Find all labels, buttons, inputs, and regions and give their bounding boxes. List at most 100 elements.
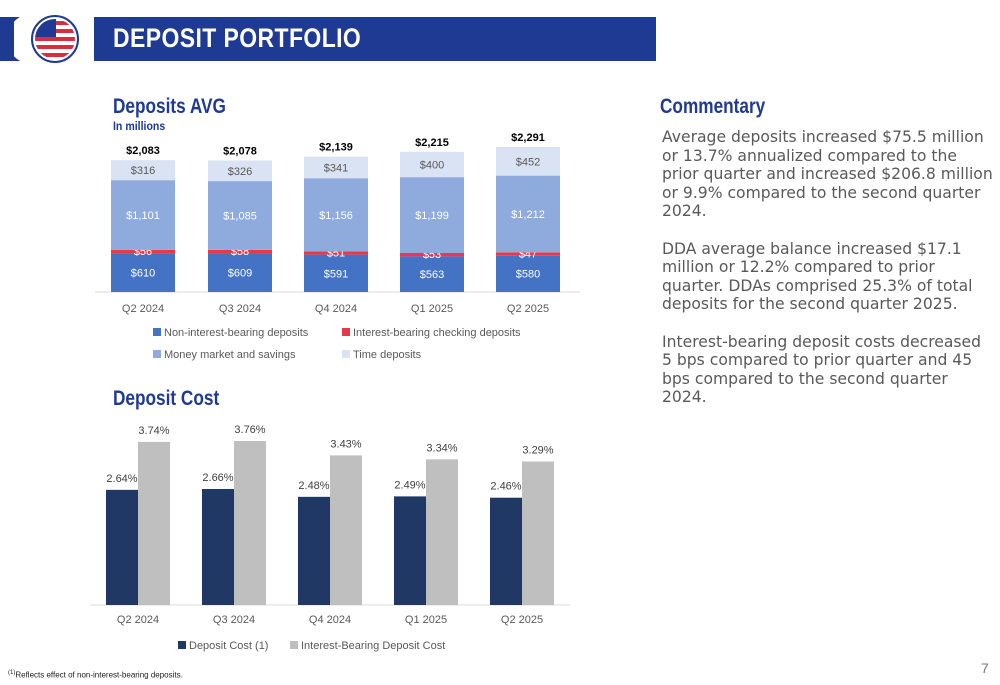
- deposits-data-label: $400: [420, 159, 444, 171]
- cost-data-label: 2.66%: [202, 472, 233, 484]
- deposits-legend-label: Money market and savings: [164, 349, 296, 361]
- cost-bar: [234, 441, 266, 605]
- deposits-data-label: $316: [131, 165, 155, 177]
- cost-data-label: 2.49%: [394, 479, 425, 491]
- cost-legend-label: Interest-Bearing Deposit Cost: [301, 640, 445, 652]
- cost-x-tick: Q1 2025: [405, 614, 447, 626]
- page-title: DEPOSIT PORTFOLIO: [113, 23, 362, 53]
- deposits-data-label: $580: [516, 269, 540, 281]
- cost-data-label: 3.43%: [330, 438, 361, 450]
- cost-bar: [490, 497, 522, 605]
- footnote-marker: (1): [8, 670, 16, 676]
- cost-x-tick: Q2 2025: [501, 614, 543, 626]
- deposits-total-label: $2,291: [511, 132, 545, 144]
- commentary-paragraph-3: Interest-bearing deposit costs decreased…: [662, 332, 982, 407]
- deposits-legend-label: Interest-bearing checking deposits: [353, 327, 521, 339]
- cost-data-label: 3.34%: [426, 442, 457, 454]
- commentary-text: Average deposits increased $75.5 million…: [662, 128, 994, 426]
- footnote: (1)Reflects effect of non-interest-beari…: [8, 670, 183, 680]
- deposits-bar-segment: [496, 255, 560, 292]
- cost-bar: [426, 459, 458, 605]
- cost-bar: [298, 496, 330, 605]
- deposit-cost-chart: 2.64% 3.74% Q2 2024 2.66% 3.76% Q3 2024 2.48% 3…: [90, 424, 570, 652]
- deposits-bar-segment: [111, 249, 175, 254]
- deposits-bar-segment: [400, 177, 464, 254]
- deposits-data-label: $610: [131, 268, 155, 280]
- deposits-legend-label: Time deposits: [353, 349, 422, 361]
- deposits-bar-segment: [208, 181, 272, 250]
- deposits-bar-segment: [496, 252, 560, 256]
- deposits-bar-segment: [208, 160, 272, 182]
- deposits-data-label: $609: [228, 268, 252, 280]
- deposits-legend-swatch: [342, 328, 350, 336]
- deposits-total-label: $2,215: [415, 137, 449, 149]
- deposits-data-label: $452: [516, 156, 540, 168]
- cost-bar: [138, 441, 170, 605]
- commentary-title: Commentary: [660, 95, 766, 118]
- deposits-data-label: $1,199: [415, 210, 449, 222]
- deposits-bar-segment: [400, 151, 464, 178]
- cost-legend-label: Deposit Cost (1): [189, 640, 268, 652]
- deposits-x-tick: Q2 2024: [122, 303, 164, 315]
- deposits-bar-segment: [496, 147, 560, 176]
- cost-data-label: 2.64%: [106, 473, 137, 485]
- deposits-data-label: $341: [324, 162, 348, 174]
- deposits-bar-segment: [111, 180, 175, 250]
- commentary-paragraph-1: Average deposits increased $75.5 million…: [662, 128, 993, 221]
- deposits-data-label: $1,085: [223, 210, 257, 222]
- cost-data-label: 3.74%: [138, 425, 169, 437]
- deposits-x-tick: Q4 2024: [315, 303, 357, 315]
- deposits-legend-swatch: [153, 328, 161, 336]
- deposits-data-label: $326: [228, 166, 252, 178]
- deposits-data-label: $58: [231, 246, 249, 258]
- cost-bar: [106, 489, 138, 605]
- deposits-bar-segment: [304, 178, 368, 252]
- deposits-chart: $610 $56 $1,101 $316 $2,083 Q2 2024 $609 $58 $1,…: [95, 132, 580, 361]
- cost-legend-swatch: [290, 641, 298, 649]
- footnote-text: Reflects effect of non-interest-bearing …: [15, 670, 183, 680]
- deposits-data-label: $1,156: [319, 210, 353, 222]
- deposits-bar-segment: [496, 175, 560, 253]
- deposits-data-label: $563: [420, 269, 444, 281]
- cost-data-label: 3.76%: [234, 424, 265, 436]
- deposits-legend-swatch: [153, 350, 161, 358]
- deposits-bar-segment: [400, 256, 464, 292]
- deposits-total-label: $2,139: [319, 142, 353, 154]
- page-number: 7: [981, 660, 989, 676]
- deposits-x-tick: Q3 2024: [219, 303, 261, 315]
- deposits-x-tick: Q2 2025: [507, 303, 549, 315]
- deposits-bar-segment: [400, 253, 464, 257]
- deposits-total-label: $2,078: [223, 145, 257, 157]
- deposits-bar-segment: [304, 251, 368, 255]
- deposits-bar-segment: [208, 249, 272, 254]
- header-bar: DEPOSIT PORTFOLIO: [0, 17, 656, 61]
- deposits-bar-segment: [304, 254, 368, 292]
- deposits-bar-segment: [304, 156, 368, 179]
- cost-data-label: 2.46%: [490, 481, 521, 493]
- cost-bar: [202, 488, 234, 605]
- cost-title: Deposit Cost: [113, 387, 220, 410]
- cost-data-label: 2.48%: [298, 480, 329, 492]
- cost-bar: [522, 461, 554, 605]
- cost-legend-swatch: [178, 641, 186, 649]
- deposits-bar-segment: [111, 253, 175, 292]
- deposits-x-tick: Q1 2025: [411, 303, 453, 315]
- cost-data-label: 3.29%: [522, 445, 553, 457]
- flag-logo: [7, 12, 95, 66]
- deposits-subtitle: In millions: [113, 119, 166, 133]
- cost-x-tick: Q3 2024: [213, 614, 255, 626]
- deposits-bar-segment: [208, 253, 272, 292]
- deposits-legend-label: Non-interest-bearing deposits: [164, 327, 309, 339]
- cost-x-tick: Q4 2024: [309, 614, 351, 626]
- deposits-title: Deposits AVG: [113, 95, 226, 118]
- cost-bar: [394, 496, 426, 605]
- deposits-legend-swatch: [342, 350, 350, 358]
- cost-x-tick: Q2 2024: [117, 614, 159, 626]
- deposits-total-label: $2,083: [126, 145, 160, 157]
- deposits-data-label: $1,212: [511, 209, 545, 221]
- cost-bar: [330, 455, 362, 605]
- deposits-data-label: $591: [324, 268, 348, 280]
- commentary-paragraph-2: DDA average balance increased $17.1 mill…: [662, 239, 973, 314]
- deposits-bar-segment: [111, 160, 175, 181]
- deposits-data-label: $56: [134, 246, 152, 258]
